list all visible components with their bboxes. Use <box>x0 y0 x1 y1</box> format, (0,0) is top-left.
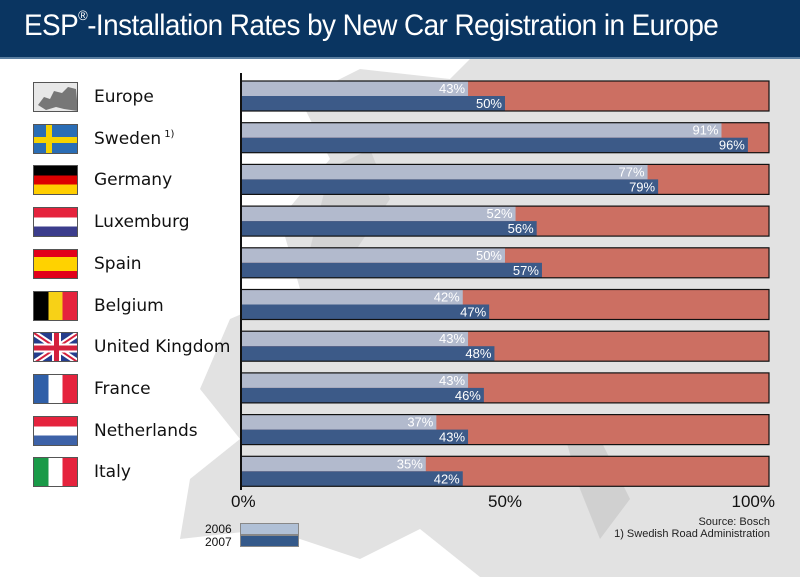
x-tick-label-100: 100% <box>732 492 775 511</box>
bar-2007-sweden <box>241 137 748 153</box>
value-label-2006-netherlands: 37% <box>407 415 433 430</box>
bar-2006-europe <box>241 81 469 96</box>
value-label-2007-united-kingdom: 48% <box>465 346 491 361</box>
footnote-swedish-road-administration: 1) Swedish Road Administration <box>614 528 770 540</box>
category-label: Netherlands <box>94 420 198 441</box>
header-banner: ESP®-Installation Rates by New Car Regis… <box>0 0 800 59</box>
value-label-2006-france: 43% <box>439 373 465 388</box>
value-label-2007-netherlands: 43% <box>439 430 465 445</box>
bar-2007-germany <box>241 179 659 195</box>
legend-swatch-2006 <box>240 523 299 535</box>
row-label-belgium: Belgium <box>33 290 164 322</box>
value-label-2006-united-kingdom: 43% <box>439 331 465 346</box>
value-label-2007-belgium: 47% <box>460 305 486 320</box>
category-label: Sweden 1) <box>94 128 175 149</box>
value-label-2007-germany: 79% <box>629 179 655 194</box>
legend-swatch-2007 <box>240 535 299 547</box>
bar-2006-italy <box>241 456 426 472</box>
value-label-2007-italy: 42% <box>434 471 460 486</box>
luxembourg-flag-icon <box>33 207 78 238</box>
row-label-united-kingdom: United Kingdom <box>33 331 230 363</box>
category-label: United Kingdom <box>94 337 231 358</box>
row-label-france: France <box>33 373 151 405</box>
category-label: Italy <box>94 462 131 483</box>
legend-label-2006: 2006 <box>205 522 232 536</box>
value-label-2007-europe: 50% <box>476 96 502 111</box>
value-label-2006-luxemburg: 52% <box>487 206 513 221</box>
bar-2006-luxemburg <box>241 206 516 222</box>
bar-2006-united-kingdom <box>241 331 469 347</box>
bar-2007-france <box>241 387 484 403</box>
value-label-2006-belgium: 42% <box>434 290 460 305</box>
bar-2007-netherlands <box>241 429 469 445</box>
row-label-spain: Spain <box>33 248 142 280</box>
bar-2007-belgium <box>241 304 490 320</box>
value-label-2006-sweden: 91% <box>692 123 718 138</box>
row-label-germany: Germany <box>33 164 172 196</box>
netherlands-flag-icon <box>33 415 78 446</box>
value-label-2007-sweden: 96% <box>719 138 745 153</box>
bar-2006-france <box>241 372 469 388</box>
uk-flag-icon <box>33 332 78 363</box>
europe-map-icon <box>33 82 78 112</box>
x-tick-label-50: 50% <box>488 492 522 511</box>
legend-label-2007: 2007 <box>205 535 232 549</box>
row-label-netherlands: Netherlands <box>33 415 198 447</box>
value-label-2006-spain: 50% <box>476 248 502 263</box>
spain-flag-icon <box>33 248 78 279</box>
bar-2006-spain <box>241 247 505 263</box>
source-note: Source: Bosch <box>698 516 770 528</box>
category-label: Spain <box>94 253 142 274</box>
footnote-marker: 1) <box>164 129 175 141</box>
bar-2006-netherlands <box>241 414 437 430</box>
bar-2007-spain <box>241 262 542 278</box>
bar-2006-germany <box>241 164 648 180</box>
category-label: Europe <box>94 87 154 107</box>
germany-flag-icon <box>33 165 78 196</box>
row-label-italy: Italy <box>33 456 131 488</box>
bar-2006-belgium <box>241 289 463 305</box>
bar-2007-luxemburg <box>241 221 537 237</box>
bar-2006-sweden <box>241 122 722 138</box>
bar-2007-italy <box>241 471 463 487</box>
value-label-2007-france: 46% <box>455 388 481 403</box>
category-label: Luxemburg <box>94 212 190 233</box>
row-label-sweden: Sweden 1) <box>33 123 174 155</box>
x-tick-label-0: 0% <box>231 492 256 511</box>
value-label-2006-europe: 43% <box>439 81 465 96</box>
row-label-europe: Europe <box>33 81 154 113</box>
category-label: France <box>94 378 151 399</box>
france-flag-icon <box>33 373 78 404</box>
value-label-2007-luxemburg: 56% <box>508 221 534 236</box>
italy-flag-icon <box>33 457 78 488</box>
value-label-2007-spain: 57% <box>513 263 539 278</box>
bar-2007-united-kingdom <box>241 346 495 362</box>
sweden-flag-icon <box>33 123 78 154</box>
bar-2007-europe <box>241 96 505 111</box>
category-label: Belgium <box>94 295 164 316</box>
value-label-2006-italy: 35% <box>397 456 423 471</box>
category-label: Germany <box>94 170 173 191</box>
chart-title: ESP®-Installation Rates by New Car Regis… <box>24 7 719 42</box>
value-label-2006-germany: 77% <box>619 164 645 179</box>
belgium-flag-icon <box>33 290 78 321</box>
row-label-luxemburg: Luxemburg <box>33 206 190 238</box>
